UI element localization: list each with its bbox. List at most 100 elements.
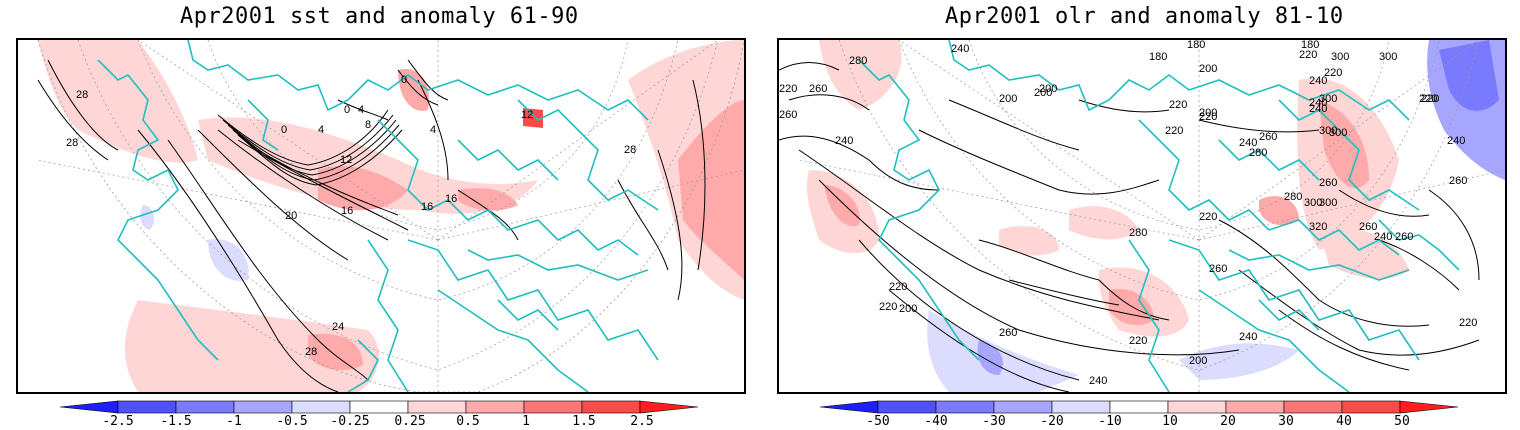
left-map-title: Apr2001 sst and anomaly 61-90 [180, 4, 579, 29]
olr-contour-label: 220 [1165, 125, 1183, 137]
olr-colorbar-tick: -40 [924, 414, 948, 429]
olr-contour-label: 280 [849, 55, 867, 67]
sst-colorbar-tick: -0.25 [330, 414, 370, 429]
sst-colorbar-segment [233, 400, 293, 414]
olr-contour-label: 220 [1459, 317, 1477, 329]
olr-contour-label: 220 [1169, 99, 1187, 111]
olr-colorbar-tick: -30 [982, 414, 1006, 429]
sst-colorbar-segment [117, 400, 177, 414]
olr-contour-label: 240 [1309, 103, 1327, 115]
olr-contour-label: 220 [1324, 67, 1342, 79]
olr-coastlines [858, 40, 1460, 392]
sst-colorbar-segment [291, 400, 351, 414]
olr-colorbar-segment [1225, 400, 1285, 414]
olr-colorbar-tick: 20 [1220, 414, 1236, 429]
olr-contour-label: 300 [1319, 93, 1337, 105]
right-map-title: Apr2001 olr and anomaly 81-10 [945, 4, 1344, 29]
sst-contour-label: 20 [285, 210, 297, 222]
olr-graticule [798, 40, 1505, 392]
olr-contour-label: 240 [1089, 375, 1107, 387]
olr-contour-label: 240 [1309, 75, 1327, 87]
olr-map-canvas: 240 180 180 220 300 280 180 220 300 200 … [779, 40, 1505, 392]
sst-colorbar-tick: -1.5 [160, 414, 192, 429]
sst-contour-labels: 28 28 0 0 0 4 4 8 4 12 12 16 16 16 20 24… [66, 74, 636, 358]
olr-contour-label: 220 [889, 281, 907, 293]
olr-colorbar-tick: -10 [1098, 414, 1122, 429]
sst-colorbar-segment [639, 400, 699, 414]
sst-hemisphere-edge [37, 40, 744, 392]
olr-contour-label: 260 [1395, 231, 1413, 243]
olr-contour-label: 200 [999, 93, 1017, 105]
sst-graticule [37, 40, 744, 392]
sst-contour-label: 8 [365, 119, 371, 131]
olr-contour-label: 240 [1447, 135, 1465, 147]
sst-colorbar-segment [407, 400, 467, 414]
olr-colorbar-segment [1167, 400, 1227, 414]
olr-contour-label: 180 [1301, 40, 1319, 51]
olr-contour-label: 220 [779, 83, 797, 95]
sst-contour-label: 0 [344, 104, 350, 116]
olr-colorbar-tick: -50 [866, 414, 890, 429]
olr-colorbar-tick: 10 [1162, 414, 1178, 429]
olr-contour-label: 300 [1304, 197, 1322, 209]
olr-contour-label: 200 [1199, 107, 1217, 119]
olr-colorbar: -50 -40 -30 -20 -10 10 20 30 40 50 [820, 400, 1460, 429]
sst-colorbar-tick: -0.5 [276, 414, 308, 429]
olr-colorbar-segment [1283, 400, 1343, 414]
sst-colorbar-segment [465, 400, 525, 414]
olr-contour-label: 220 [1419, 93, 1437, 105]
olr-contour-label: 240 [835, 135, 853, 147]
sst-colorbar-segment [349, 400, 409, 414]
olr-colorbar-tick: 50 [1394, 414, 1410, 429]
olr-contour-label: 240 [1239, 137, 1257, 149]
olr-colorbar-tick: 30 [1278, 414, 1294, 429]
olr-contour-label: 260 [999, 327, 1017, 339]
sst-colorbar: -2.5 -1.5 -1 -0.5 -0.25 0.25 0.5 1 1.5 2… [60, 400, 700, 429]
olr-contour-label: 220 [1299, 49, 1317, 61]
olr-contour-labels: 240 180 180 220 300 280 180 220 300 200 … [779, 40, 1477, 387]
sst-colorbar-graphic [60, 400, 699, 414]
olr-contour-label: 220 [879, 301, 897, 313]
olr-contour-label: 220 [1199, 211, 1217, 223]
olr-colorbar-segment [1399, 400, 1459, 414]
sst-colorbar-tick: 0.5 [456, 414, 480, 429]
sst-contour-label: 12 [340, 154, 352, 166]
olr-colorbar-segment [1109, 400, 1169, 414]
olr-contour-label: 280 [1284, 191, 1302, 203]
sst-contour-label: 0 [281, 124, 287, 136]
olr-colorbar-ticks: -50 -40 -30 -20 -10 10 20 30 40 50 [820, 414, 1460, 430]
olr-contour-label: 200 [899, 303, 917, 315]
sst-contour-label: 24 [332, 321, 344, 333]
olr-contour-label: 260 [1209, 263, 1227, 275]
sst-colorbar-tick: -1 [226, 414, 242, 429]
olr-contours [779, 62, 1480, 392]
olr-contour-label: 220 [1199, 111, 1217, 123]
olr-contour-label: 260 [1449, 175, 1467, 187]
sst-colorbar-tick: 1 [522, 414, 530, 429]
olr-contour-label: 240 [1309, 97, 1327, 109]
sst-contour-label: 16 [421, 201, 433, 213]
olr-contour-label: 240 [951, 43, 969, 55]
sst-contour-label: 4 [318, 124, 324, 136]
sst-colorbar-tick: 2.5 [630, 414, 654, 429]
olr-colorbar-segment [993, 400, 1053, 414]
olr-contour-label: 260 [779, 109, 797, 121]
sst-contour-label: 28 [305, 346, 317, 358]
sst-colorbar-tick: 1.5 [572, 414, 596, 429]
olr-colorbar-segment [877, 400, 937, 414]
olr-colorbar-segment [935, 400, 995, 414]
sst-contour-label: 0 [401, 74, 407, 86]
sst-contour-label: 4 [430, 124, 436, 136]
olr-colorbar-graphic [820, 400, 1459, 414]
olr-contour-label: 260 [1259, 131, 1277, 143]
olr-contour-label: 200 [1199, 63, 1217, 75]
olr-anomaly-map: 240 180 180 220 300 280 180 220 300 200 … [777, 38, 1507, 394]
olr-contour-label: 220 [1129, 335, 1147, 347]
sst-colorbar-ticks: -2.5 -1.5 -1 -0.5 -0.25 0.25 0.5 1 1.5 2… [60, 414, 700, 430]
olr-colorbar-segment [1341, 400, 1401, 414]
olr-contour-label: 260 [809, 83, 827, 95]
sst-colorbar-segment [175, 400, 235, 414]
sst-colorbar-segment [581, 400, 641, 414]
olr-contour-label: 300 [1331, 51, 1349, 63]
olr-contour-label: 220 [1421, 93, 1439, 105]
